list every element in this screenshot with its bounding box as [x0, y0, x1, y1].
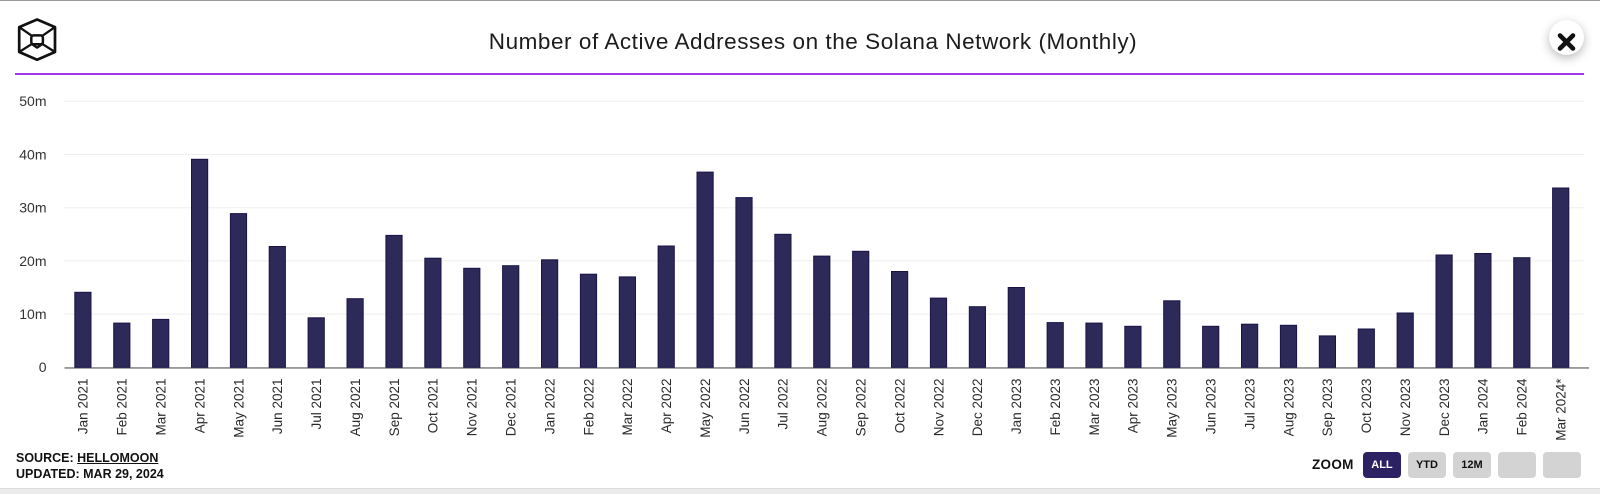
svg-text:Dec 2021: Dec 2021 — [504, 379, 519, 437]
svg-text:Jul 2023: Jul 2023 — [1242, 379, 1257, 430]
svg-text:May 2021: May 2021 — [231, 379, 246, 438]
svg-text:0: 0 — [39, 359, 47, 375]
svg-text:Jun 2022: Jun 2022 — [737, 379, 752, 435]
svg-text:Jan 2021: Jan 2021 — [76, 379, 91, 435]
svg-text:Sep 2021: Sep 2021 — [387, 379, 402, 437]
svg-text:Jan 2023: Jan 2023 — [1009, 379, 1024, 435]
svg-text:50m: 50m — [19, 93, 46, 109]
svg-text:Jul 2021: Jul 2021 — [309, 379, 324, 430]
svg-text:10m: 10m — [19, 306, 46, 322]
svg-text:Dec 2023: Dec 2023 — [1437, 379, 1452, 437]
svg-text:30m: 30m — [19, 200, 46, 216]
svg-text:Feb 2024: Feb 2024 — [1515, 378, 1530, 436]
svg-text:20m: 20m — [19, 253, 46, 269]
svg-text:40m: 40m — [19, 146, 46, 162]
svg-text:May 2022: May 2022 — [698, 379, 713, 438]
svg-text:Mar 2022: Mar 2022 — [620, 379, 635, 436]
svg-text:Jun 2023: Jun 2023 — [1204, 379, 1219, 435]
svg-text:Jan 2022: Jan 2022 — [542, 379, 557, 435]
svg-text:Apr 2023: Apr 2023 — [1126, 379, 1141, 434]
svg-text:Jul 2022: Jul 2022 — [776, 379, 791, 430]
svg-text:Sep 2022: Sep 2022 — [854, 379, 869, 437]
svg-text:Oct 2021: Oct 2021 — [426, 379, 441, 434]
svg-text:Feb 2022: Feb 2022 — [581, 379, 596, 436]
svg-text:Nov 2023: Nov 2023 — [1398, 379, 1413, 437]
svg-text:Aug 2023: Aug 2023 — [1281, 379, 1296, 437]
svg-text:Oct 2023: Oct 2023 — [1359, 379, 1374, 434]
svg-text:Oct 2022: Oct 2022 — [892, 379, 907, 434]
svg-text:Feb 2021: Feb 2021 — [115, 379, 130, 436]
svg-text:Jan 2024: Jan 2024 — [1476, 378, 1491, 434]
svg-text:Feb 2023: Feb 2023 — [1048, 379, 1063, 436]
svg-text:Mar 2023: Mar 2023 — [1087, 379, 1102, 436]
svg-text:Sep 2023: Sep 2023 — [1320, 379, 1335, 437]
svg-text:May 2023: May 2023 — [1165, 379, 1180, 438]
svg-text:Aug 2022: Aug 2022 — [815, 379, 830, 437]
svg-text:Mar 2021: Mar 2021 — [154, 379, 169, 436]
svg-text:Aug 2021: Aug 2021 — [348, 379, 363, 437]
svg-text:Jun 2021: Jun 2021 — [270, 379, 285, 435]
svg-text:Mar 2024*: Mar 2024* — [1554, 378, 1569, 441]
svg-text:Apr 2021: Apr 2021 — [192, 379, 207, 434]
svg-text:Dec 2022: Dec 2022 — [970, 378, 985, 436]
svg-text:Apr 2022: Apr 2022 — [659, 379, 674, 434]
svg-text:Nov 2021: Nov 2021 — [465, 378, 480, 436]
svg-text:Nov 2022: Nov 2022 — [931, 379, 946, 437]
